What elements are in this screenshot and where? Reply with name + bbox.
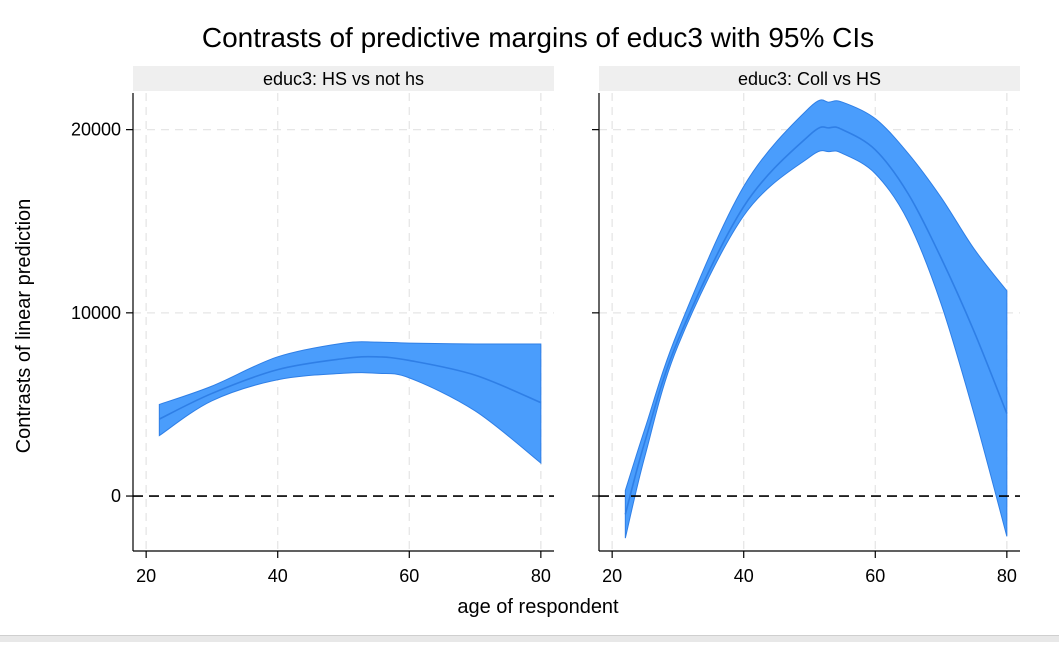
panel-2: educ3: Coll vs HS 20 40 60 80 <box>592 66 1020 586</box>
x-tick-label: 80 <box>531 566 551 586</box>
x-tick-label: 40 <box>734 566 754 586</box>
estimate-line <box>624 126 1008 515</box>
panel-strip <box>133 66 554 91</box>
estimate-line <box>158 355 542 420</box>
chart-title: Contrasts of predictive margins of educ3… <box>202 22 874 53</box>
y-axis-label: Contrasts of linear prediction <box>13 199 35 454</box>
x-tick-label: 20 <box>136 566 156 586</box>
panel-strip-label: educ3: HS vs not hs <box>263 69 424 89</box>
ci-band <box>624 99 1008 539</box>
window-bottom-edge <box>0 635 1059 642</box>
x-tick-label: 80 <box>997 566 1017 586</box>
panel-strip-label: educ3: Coll vs HS <box>738 69 881 89</box>
x-tick-label: 60 <box>865 566 885 586</box>
panel-strip <box>599 66 1020 91</box>
ci-band <box>158 341 542 465</box>
x-axis-label: age of respondent <box>457 596 619 618</box>
x-tick-label: 20 <box>602 566 622 586</box>
y-tick-label: 20000 <box>71 120 121 140</box>
y-tick-label: 10000 <box>71 303 121 323</box>
x-tick-label: 60 <box>399 566 419 586</box>
x-tick-label: 40 <box>268 566 288 586</box>
y-tick-label: 0 <box>111 486 121 506</box>
panel-1: educ3: HS vs not hs 20 40 60 80 0 10000 20000 <box>71 66 554 586</box>
